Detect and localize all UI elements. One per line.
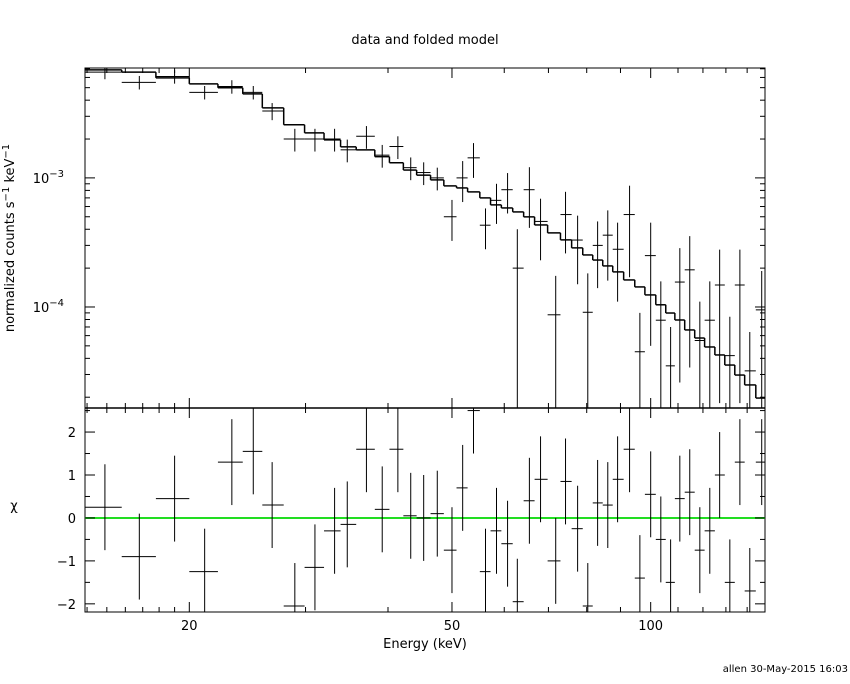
y-tick-label: −2 [57,598,76,613]
y-tick-label: 10−4 [33,298,64,316]
y-label-part: normalized counts s [3,201,18,332]
y-tick-base: 10 [33,172,50,187]
x-tick-label: 50 [444,619,461,634]
model-risers [120,69,757,399]
x-axis-label: Energy (keV) [383,637,467,652]
y-tick-label: −1 [57,555,76,570]
footer: allen 30-May-2015 16:03 [723,664,848,675]
y-axis-label: normalized counts s−1 keV−1 [1,144,18,332]
y-label-part: keV [3,158,18,186]
y-tick-label: 0 [68,512,76,527]
chart-title: data and folded model [351,33,498,48]
y-tick-label: 10−3 [33,169,64,187]
y-label-part: −1 [1,144,12,159]
frame [84,67,766,613]
y-label-part: −1 [1,187,12,202]
y-tick-base: 10 [33,301,50,316]
y-tick-label: 1 [68,469,76,484]
y-tick-exp: −3 [49,169,64,180]
y-tick-label: 2 [68,426,76,441]
x-tick-label: 20 [181,619,198,634]
top-panel [85,68,765,408]
bottom-panel [85,408,765,612]
y-tick-exp: −4 [49,298,64,309]
residual-y-label: χ [10,499,18,514]
x-tick-label: 100 [638,619,663,634]
